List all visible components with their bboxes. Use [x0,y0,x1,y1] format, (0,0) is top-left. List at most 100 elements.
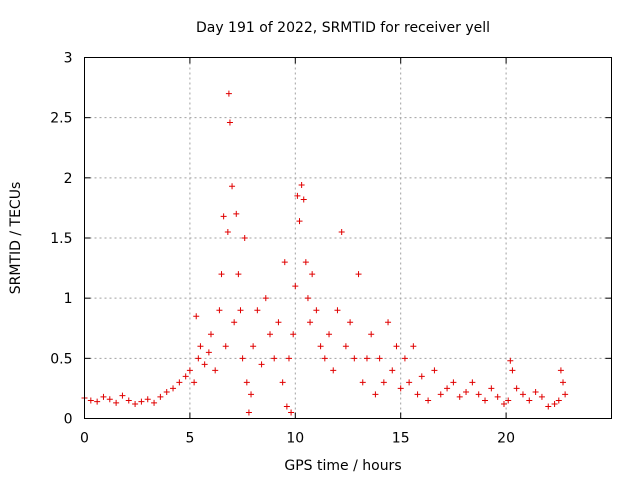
data-point [193,313,200,320]
data-point [450,379,457,386]
data-point [317,343,324,350]
data-point [245,409,252,416]
data-point [437,391,444,398]
data-point [233,210,240,217]
y-tick-label: 2 [64,171,73,187]
data-point [231,319,238,326]
data-point [557,367,564,374]
x-tick-label: 15 [392,431,410,447]
x-tick-label: 20 [497,431,515,447]
data-point [281,259,288,266]
data-point [389,367,396,374]
data-point [222,343,229,350]
data-point [285,355,292,362]
data-point [100,393,107,400]
data-point [414,391,421,398]
data-point [182,373,189,380]
data-point [307,319,314,326]
data-point [237,307,244,314]
data-point [372,391,379,398]
grid-lines [84,57,612,419]
data-point [475,391,482,398]
data-point [157,393,164,400]
data-point [513,385,520,392]
data-point [132,401,139,408]
x-axis-label: GPS time / hours [284,458,401,474]
data-point [560,379,567,386]
data-point [532,389,539,396]
data-point [294,192,301,199]
data-point [313,307,320,314]
y-tick-label: 3 [64,51,73,67]
data-point [197,343,204,350]
data-point [326,331,333,338]
data-point [488,385,495,392]
data-point [258,361,265,368]
y-tick-label: 2.5 [50,111,72,127]
data-point [401,355,408,362]
data-point [290,331,297,338]
data-point [347,319,354,326]
data-point [509,367,516,374]
data-point [229,183,236,190]
data-point [241,235,248,241]
data-point [176,379,183,386]
data-point [359,379,366,386]
data-points [81,90,569,416]
data-point [186,367,193,374]
data-point [288,409,295,416]
data-point [302,259,309,266]
data-point [163,389,170,396]
data-point [418,373,425,380]
data-point [355,271,362,278]
data-point [410,343,417,350]
data-point [239,355,246,362]
data-point [220,213,227,220]
data-point [538,393,545,400]
x-tick-label: 0 [80,431,89,447]
data-point [205,349,212,356]
data-point [119,392,126,399]
data-point [482,397,489,404]
data-point [342,343,349,350]
data-point [505,397,512,404]
data-point [469,379,476,386]
data-point [526,397,533,404]
data-point [195,355,202,362]
data-point [267,331,274,338]
data-point [275,319,282,326]
data-point [226,119,233,126]
data-point [444,385,451,392]
data-point [262,295,269,302]
data-point [235,271,242,278]
data-point [224,228,231,235]
data-point [309,271,316,278]
data-point [551,401,558,408]
data-point [351,355,358,362]
x-tick-label: 5 [185,431,194,447]
data-point [555,397,562,404]
data-point [425,397,432,404]
data-point [431,367,438,374]
data-point [144,396,151,403]
data-point [279,379,286,386]
y-tick-label: 1.5 [50,231,72,247]
data-point [385,319,392,326]
data-point [271,355,278,362]
data-point [321,355,328,362]
data-point [283,403,290,410]
data-point [207,331,214,338]
x-tick-label: 10 [286,431,304,447]
data-point [393,343,400,350]
data-point [519,391,526,398]
data-point [338,228,345,235]
data-point [363,355,370,362]
data-point [250,343,257,350]
data-point [254,307,261,314]
y-axis-label: SRMTID / TECUs [8,182,24,295]
data-point [304,295,311,302]
axis-ticks: 0 0.5 1 1.5 2 2.5 3 0 5 10 15 20 [50,51,612,447]
data-point [507,357,514,364]
data-point [191,379,198,386]
